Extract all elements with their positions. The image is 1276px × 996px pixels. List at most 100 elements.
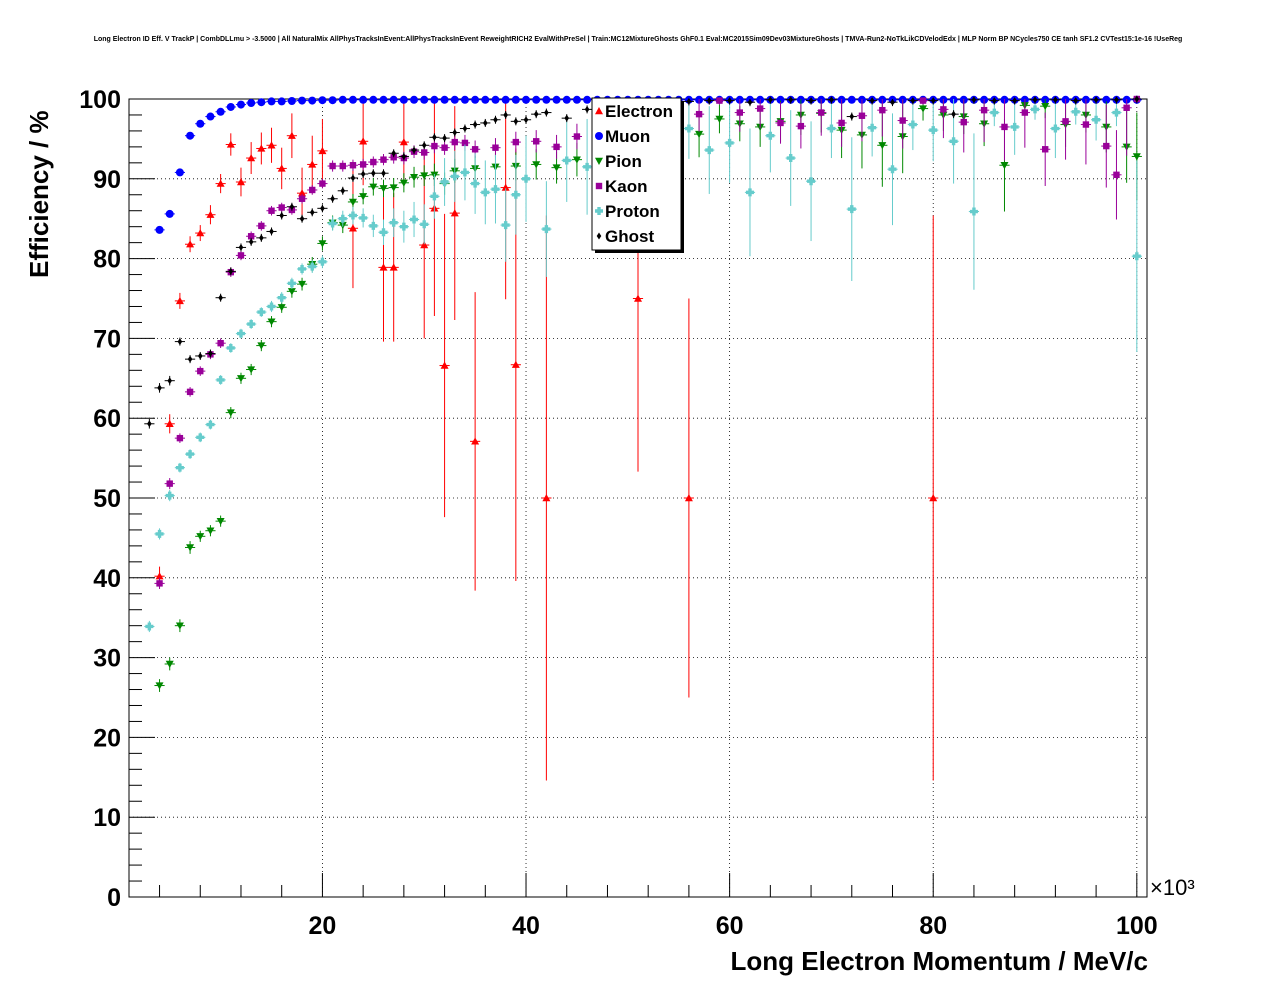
proton-point: [338, 214, 347, 223]
proton-point: [501, 221, 510, 230]
proton-point: [277, 293, 286, 302]
electron-point: [226, 140, 235, 148]
electron-point: [247, 154, 256, 162]
electron-point: [175, 296, 184, 305]
proton-point: [206, 420, 215, 429]
proton-point: [298, 264, 307, 273]
ghost-point: [299, 215, 305, 223]
axis-ticks: 0 10 20 30 40 50 60 70 80 90 100 20 40 60 80 100: [79, 86, 1157, 940]
proton-point: [522, 174, 531, 183]
x-tick-label: 80: [919, 912, 947, 940]
proton-point: [929, 126, 938, 135]
proton-point: [1132, 252, 1141, 261]
proton-point: [868, 123, 877, 132]
proton-point: [226, 343, 235, 352]
proton-point: [908, 120, 917, 129]
ghost-point: [971, 96, 977, 104]
kaon-point: [309, 186, 316, 194]
kaon-point: [1021, 109, 1029, 116]
muon-point: [298, 96, 307, 105]
kaon-point: [197, 367, 204, 375]
y-tick-label: 60: [93, 405, 121, 433]
pion-point: [257, 342, 266, 350]
muon-point: [532, 95, 541, 104]
pion-point: [878, 142, 887, 150]
pion-point: [236, 375, 245, 383]
electron-point: [308, 160, 317, 168]
electron-point: [511, 360, 520, 368]
ghost-point: [360, 170, 366, 178]
muon-point: [165, 209, 174, 218]
ghost-point: [269, 227, 274, 235]
kaon-point: [1062, 118, 1069, 125]
ghost-point: [340, 187, 346, 195]
kaon-point: [380, 156, 387, 163]
ghost-point: [808, 97, 814, 105]
ghost-point: [727, 97, 732, 105]
electron-point: [196, 229, 205, 237]
electron-point: [379, 263, 388, 271]
ghost-point: [157, 384, 162, 392]
y-tick-label: 80: [93, 246, 121, 274]
proton-point: [155, 529, 164, 538]
electron-series: [154, 99, 939, 781]
proton-point: [318, 257, 327, 266]
ghost-point: [197, 352, 203, 360]
kaon-point: [736, 109, 743, 116]
pion-point: [1041, 102, 1050, 111]
electron-point: [634, 294, 642, 302]
kaon-point: [899, 117, 906, 124]
ghost-point: [381, 169, 386, 177]
proton-point: [1112, 108, 1121, 117]
kaon-point: [359, 161, 367, 168]
muon-point: [348, 95, 357, 104]
legend-entry-ghost: Ghost: [596, 227, 654, 246]
kaon-point: [176, 434, 184, 442]
proton-point: [257, 308, 266, 317]
legend-label-electron: Electron: [605, 102, 673, 121]
muon-point: [471, 95, 480, 104]
legend-marker-proton: [595, 207, 603, 215]
legend-label-muon: Muon: [605, 127, 650, 146]
proton-point: [1010, 122, 1019, 131]
ghost-point: [371, 169, 376, 177]
ghost-point: [248, 238, 254, 246]
proton-point: [583, 162, 592, 171]
muon-point: [522, 95, 531, 104]
muon-point: [572, 95, 581, 104]
electron-point: [267, 141, 276, 149]
legend-marker-electron: [595, 107, 603, 115]
legend: Electron Muon Pion Kaon Proton Ghost: [591, 97, 684, 253]
proton-point: [786, 154, 795, 163]
ghost-point: [330, 195, 335, 203]
ghost-point: [910, 97, 916, 105]
electron-point: [298, 189, 307, 197]
muon-point: [287, 96, 296, 105]
kaon-point: [421, 149, 428, 156]
pion-point: [175, 622, 184, 630]
proton-point: [379, 228, 388, 237]
pion-point: [1132, 153, 1141, 161]
pion-point: [186, 544, 195, 552]
ghost-point: [564, 114, 570, 122]
ghost-point: [829, 96, 834, 104]
pion-point: [572, 156, 581, 164]
x-axis-multiplier: ×10³: [1150, 875, 1195, 900]
y-tick-label: 70: [93, 325, 121, 353]
ghost-point: [1073, 97, 1079, 105]
ghost-point: [442, 134, 447, 142]
muon-point: [552, 95, 561, 104]
muon-point: [420, 95, 429, 104]
legend-marker-ghost: [596, 232, 602, 240]
proton-point: [348, 211, 357, 220]
proton-point: [969, 207, 978, 216]
x-tick-label: 60: [716, 912, 744, 940]
pion-point: [287, 288, 296, 296]
ghost-point: [930, 97, 936, 105]
ghost-point: [1114, 96, 1119, 104]
muon-point: [1102, 95, 1111, 104]
electron-point: [359, 137, 368, 145]
proton-point: [247, 320, 256, 329]
y-tick-label: 20: [93, 724, 121, 752]
muon-point: [450, 95, 459, 104]
